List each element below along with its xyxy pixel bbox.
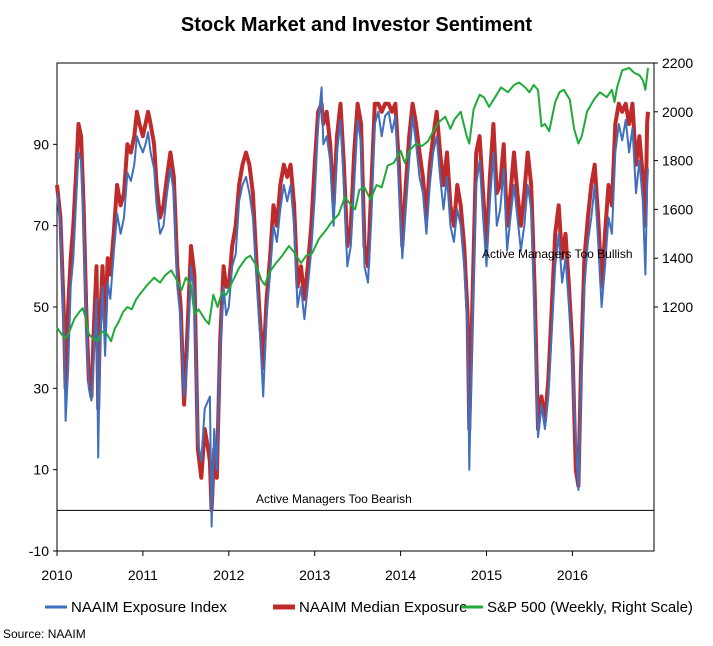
x-tick-label: 2011 [128, 567, 158, 583]
y-right-tick-label: 1800 [662, 153, 693, 169]
annotation-too-bullish: Active Managers Too Bullish [482, 247, 633, 261]
x-tick-label: 2012 [213, 567, 244, 583]
chart-title: Stock Market and Investor Sentiment [180, 14, 533, 36]
y-right-tick-label: 2000 [662, 104, 693, 120]
legend-label-1: NAAIM Median Exposure [299, 599, 467, 616]
legend-label-2: S&P 500 (Weekly, Right Scale) [487, 599, 693, 616]
y-left-tick-label: 10 [33, 462, 49, 478]
legend-label-0: NAAIM Exposure Index [71, 599, 227, 616]
x-tick-label: 2016 [557, 567, 588, 583]
x-tick-label: 2010 [41, 567, 72, 583]
y-left-tick-label: 70 [33, 218, 49, 234]
x-tick-label: 2014 [385, 567, 416, 583]
x-tick-label: 2015 [471, 567, 502, 583]
y-left-tick-label: 30 [33, 380, 49, 396]
annotation-too-bearish: Active Managers Too Bearish [256, 492, 412, 506]
series-line-1 [55, 101, 650, 513]
y-right-tick-label: 1200 [662, 299, 693, 315]
source-note: Source: NAAIM [3, 627, 86, 641]
series-line-2 [56, 66, 649, 343]
y-left-tick-label: 50 [33, 299, 49, 315]
y-right-tick-label: 1400 [662, 250, 693, 266]
y-right-tick-label: 1600 [662, 201, 693, 217]
x-tick-label: 2013 [299, 567, 330, 583]
y-left-tick-label: -10 [29, 543, 49, 559]
y-right-tick-label: 2200 [662, 55, 693, 71]
y-left-tick-label: 90 [33, 136, 49, 152]
series-line-0 [56, 86, 649, 528]
